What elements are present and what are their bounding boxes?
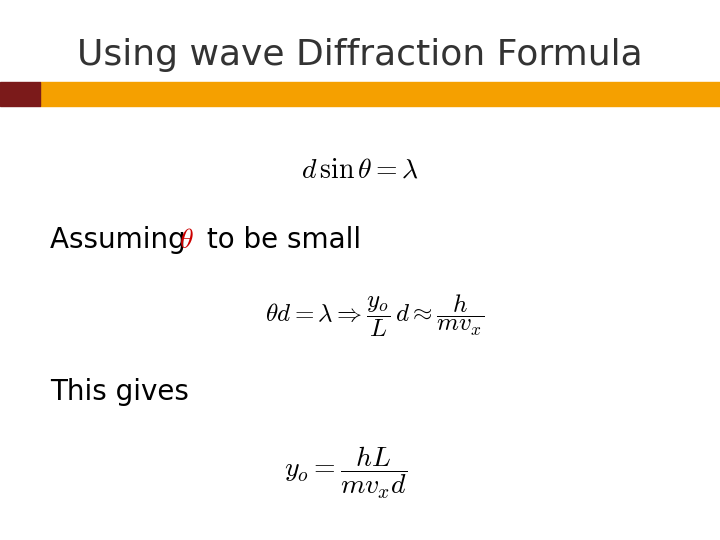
Text: to be small: to be small [198,226,361,254]
Text: Using wave Diffraction Formula: Using wave Diffraction Formula [77,38,643,72]
Text: $d\,\sin\theta = \lambda$: $d\,\sin\theta = \lambda$ [301,156,419,184]
Bar [40,82,720,106]
Text: Assuming: Assuming [50,226,195,254]
Text: $\theta$: $\theta$ [179,226,193,254]
Bar [0,82,40,106]
Text: $y_o = \dfrac{hL}{mv_x d}$: $y_o = \dfrac{hL}{mv_x d}$ [284,444,408,501]
Text: This gives: This gives [50,377,189,406]
Text: $\theta d = \lambda \Rightarrow \dfrac{y_o}{L}\,d \approx \dfrac{h}{mv_x}$: $\theta d = \lambda \Rightarrow \dfrac{y… [265,293,484,339]
